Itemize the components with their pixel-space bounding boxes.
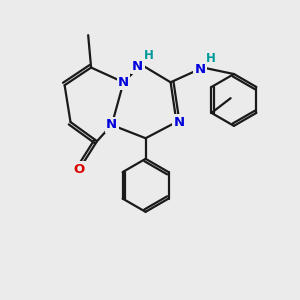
Text: H: H — [206, 52, 215, 64]
Text: N: N — [194, 62, 206, 76]
Text: N: N — [173, 116, 184, 128]
Text: O: O — [74, 163, 85, 176]
Text: H: H — [144, 49, 154, 62]
Text: N: N — [132, 60, 143, 73]
Text: N: N — [118, 76, 129, 89]
Text: N: N — [106, 118, 117, 131]
